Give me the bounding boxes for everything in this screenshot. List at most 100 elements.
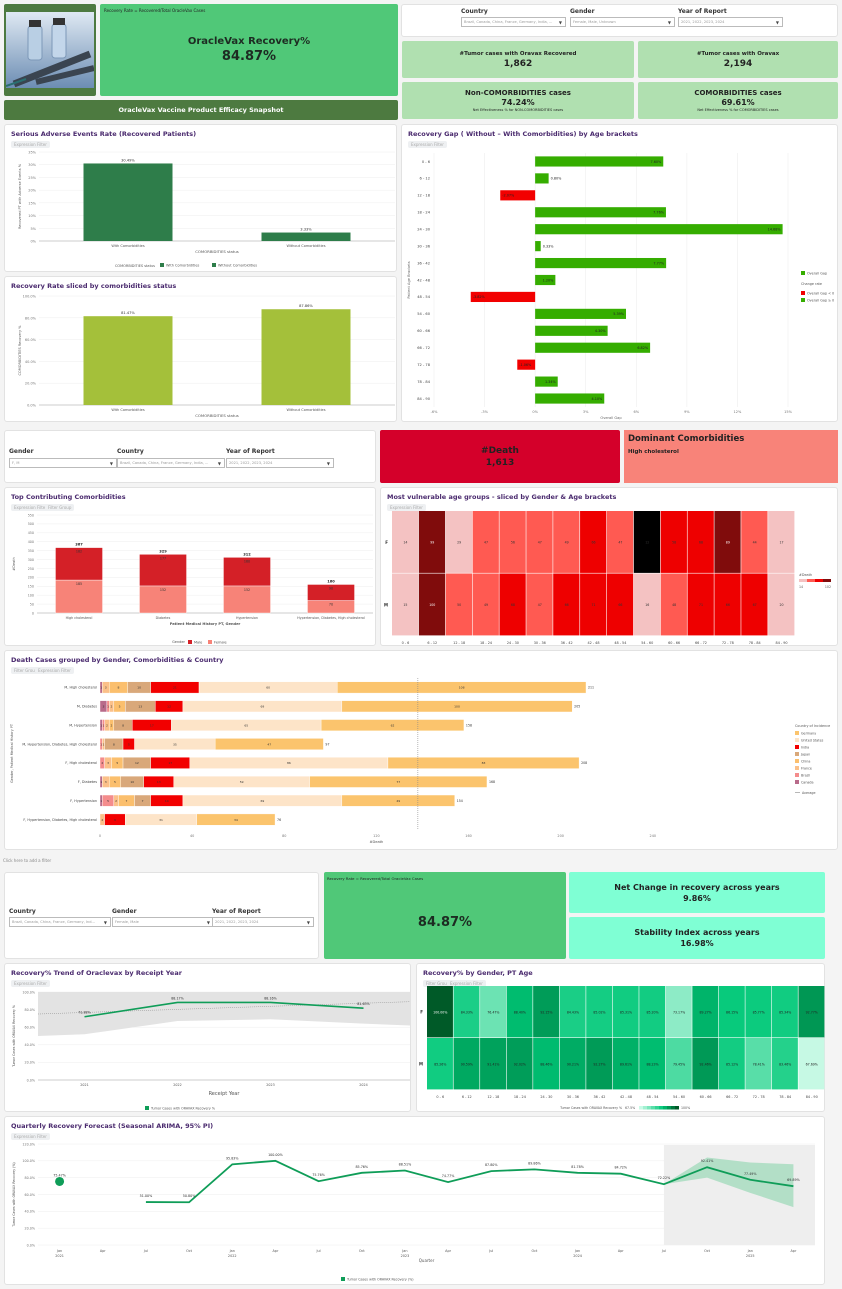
filter-label-gender: Gender bbox=[570, 8, 595, 15]
x-tick-label: 84 - 90 bbox=[776, 641, 788, 645]
heatmap-cell bbox=[453, 986, 480, 1038]
legend-min: 67.5% bbox=[625, 1106, 635, 1110]
country-select[interactable]: Brazil, Canada, China, France, Germany, … bbox=[461, 17, 566, 27]
heatmap-cell bbox=[741, 511, 768, 573]
cell-label: 20 bbox=[780, 603, 784, 607]
x-tick-label: 72 - 78 bbox=[722, 641, 734, 645]
segment-label: 2 bbox=[101, 761, 103, 765]
country-select[interactable]: Brazil, Canada, China, France, Germany, … bbox=[9, 917, 111, 927]
bar-segment bbox=[309, 775, 488, 788]
total-label: 205 bbox=[574, 705, 580, 709]
legend-swatch bbox=[160, 263, 164, 267]
filter-label-gender: Gender bbox=[112, 908, 137, 915]
bar-segment bbox=[223, 557, 271, 587]
row-label: F bbox=[420, 1010, 423, 1015]
bar bbox=[470, 291, 536, 303]
bar-segment bbox=[55, 547, 103, 581]
data-label: 85.76% bbox=[355, 1165, 368, 1169]
cell-label: 79.45% bbox=[673, 1062, 685, 1066]
year-select[interactable]: 2021, 2022, 2023, 2024 ▼ bbox=[678, 17, 783, 27]
forecast-plot: 0.0% 20.0% 40.0% 60.0% 80.0% 100.0% 120.0% 75.4… bbox=[12, 1142, 815, 1282]
expression-filter-chip[interactable]: Expression Filter bbox=[387, 504, 426, 511]
expression-filter-chip[interactable]: Expression Filter bbox=[11, 1133, 50, 1140]
expression-filter-chip[interactable]: Expression Filter bbox=[35, 667, 74, 674]
kpi-recovered-cases: #Tumor cases with Oravax Recovered 1,862 bbox=[402, 41, 634, 78]
legend-title: Country of Incidence bbox=[795, 724, 830, 728]
cell-label: 71 bbox=[699, 603, 703, 607]
segment-label: 12 bbox=[167, 705, 171, 709]
y-tick-label: 40.0% bbox=[25, 1043, 35, 1047]
cell-label: 90.59% bbox=[461, 1062, 473, 1066]
x-tick-year: 2022 bbox=[228, 1254, 237, 1258]
y-tick-label: 250 bbox=[28, 567, 34, 571]
x-tick-label: 60 - 66 bbox=[700, 1095, 712, 1099]
y-tick-label: 20% bbox=[28, 189, 36, 193]
y-tick-label: 0.0% bbox=[27, 1078, 35, 1082]
row-label: F bbox=[385, 540, 388, 545]
cell-label: 66 bbox=[618, 603, 622, 607]
gender-select[interactable]: Female, Male ▼ bbox=[112, 917, 214, 927]
stability-value: 16.98% bbox=[680, 939, 714, 948]
kpi-comorbidities: COMORBIDITIES cases 69.61% Net Effective… bbox=[638, 82, 838, 119]
bar-segment bbox=[139, 585, 187, 614]
cell-label: 68 bbox=[699, 541, 703, 545]
x-tick-label: Jul bbox=[316, 1249, 321, 1253]
kpi-note: Net Effectiveness % for COMORBIDITIES ca… bbox=[697, 108, 779, 112]
legend-label: Canada bbox=[801, 781, 814, 785]
x-tick-label: 42 - 48 bbox=[620, 1095, 632, 1099]
expression-filter-chip[interactable]: Expression Filter bbox=[11, 141, 50, 148]
heatmap-cell bbox=[768, 573, 795, 636]
expression-filter-chip[interactable]: Expression Filter bbox=[11, 504, 50, 511]
bar-segment bbox=[387, 757, 580, 769]
heatmap-cell bbox=[559, 986, 586, 1038]
segment-label: 49 bbox=[396, 799, 400, 803]
filter-label-year: Year of Report bbox=[212, 908, 261, 915]
net-change-value: 9.86% bbox=[683, 893, 711, 903]
filter-group-chip[interactable]: Filter Group bbox=[423, 980, 453, 987]
bar bbox=[535, 156, 664, 167]
data-label: 5.39% bbox=[613, 312, 625, 316]
data-label: 75.76% bbox=[312, 1173, 325, 1177]
filter-group-chip[interactable]: Filter Group bbox=[11, 667, 41, 674]
legend-max: 100% bbox=[681, 1106, 690, 1110]
add-filter-link[interactable]: Click here to add a filter bbox=[3, 858, 52, 863]
recovery-kpi-value: 84.87% bbox=[417, 915, 473, 930]
data-label: 95.83% bbox=[226, 1156, 239, 1160]
expression-filter-chip[interactable]: Expression Filter bbox=[447, 980, 486, 987]
y-tick-label: 50 bbox=[30, 602, 34, 606]
y-tick-label: 80.0% bbox=[25, 316, 37, 320]
y-tick-label: 60 - 66 bbox=[417, 329, 430, 333]
cell-label: 86.15% bbox=[726, 1010, 738, 1014]
y-tick-label: 20.0% bbox=[25, 382, 37, 386]
row-label: M bbox=[419, 1062, 423, 1067]
segment-label: 9 bbox=[114, 818, 116, 822]
year-select[interactable]: 2021, 2022, 2023, 2024 ▼ bbox=[212, 917, 314, 927]
vulnerable-age-groups-chart: Most vulnerable age groups - sliced by G… bbox=[380, 487, 838, 646]
legend-swatch bbox=[208, 640, 212, 644]
legend-label: Overall Gap < 0 bbox=[807, 292, 834, 296]
bar-segment bbox=[214, 738, 324, 750]
filter-label-year: Year of Report bbox=[226, 448, 275, 455]
x-tick-label: With Comorbidities bbox=[111, 244, 145, 248]
x-tick-label: 2023 bbox=[266, 1083, 274, 1087]
data-label: 7.60% bbox=[650, 160, 662, 164]
y-tick-label: 60.0% bbox=[25, 338, 37, 342]
heatmap-cell bbox=[586, 1038, 613, 1090]
data-label: 84.72% bbox=[614, 1166, 627, 1170]
total-label: 211 bbox=[588, 686, 594, 690]
recovery-kpi-value: 84.87% bbox=[221, 49, 277, 64]
total-label: 208 bbox=[581, 761, 587, 765]
gender-select[interactable]: F, M ▼ bbox=[9, 458, 117, 468]
expression-filter-chip[interactable]: Expression Filter bbox=[408, 141, 447, 148]
kpi-title: #Tumor cases with Oravax bbox=[696, 50, 780, 57]
expression-filter-chip[interactable]: Expression Filter bbox=[11, 980, 50, 987]
data-label: 1.20% bbox=[543, 278, 555, 282]
gender-select[interactable]: Female, Male, Unknown ▼ bbox=[570, 17, 675, 27]
bar-segment bbox=[223, 585, 271, 614]
y-tick-label: 54 - 60 bbox=[417, 312, 430, 316]
country-select[interactable]: Brazil, Canada, China, France, Germany, … bbox=[117, 458, 225, 468]
filter-group-chip[interactable]: Filter Group bbox=[45, 504, 75, 511]
segment-label: 2 bbox=[106, 723, 108, 727]
year-select[interactable]: 2021, 2022, 2023, 2024 ▼ bbox=[226, 458, 334, 468]
vaccine-image bbox=[4, 4, 96, 96]
